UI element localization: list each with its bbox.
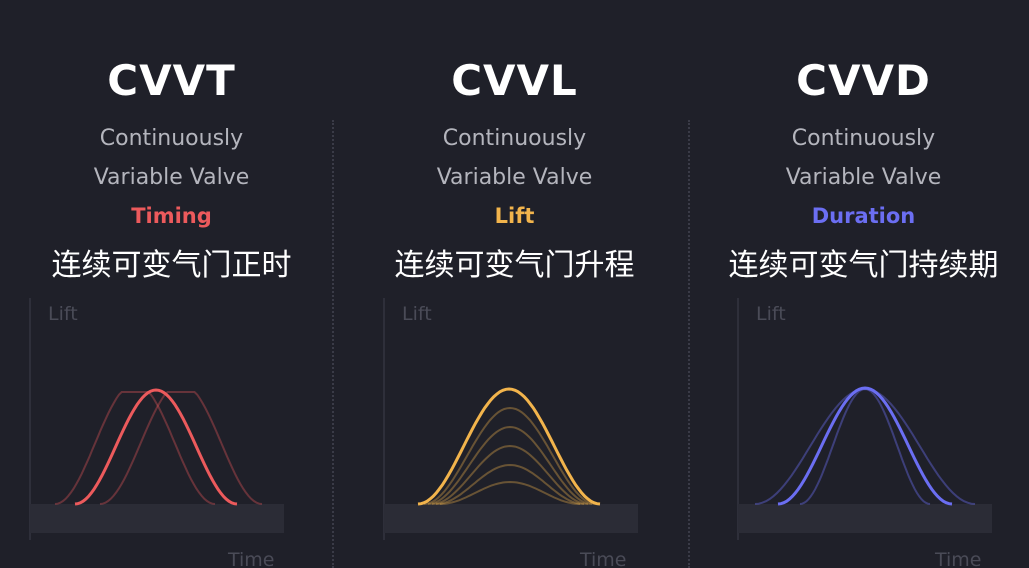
lift-curve xyxy=(435,463,585,505)
x-axis-label: Time xyxy=(934,549,982,568)
divider xyxy=(332,120,334,568)
subtitle-line1: Continuously xyxy=(442,126,587,151)
lift-curve xyxy=(439,480,581,505)
lift-curve xyxy=(99,391,263,505)
subtitle-line2: Variable Valve xyxy=(785,165,942,190)
subtitle-line2: Variable Valve xyxy=(436,165,593,190)
y-axis-label: Lift xyxy=(756,303,786,325)
divider xyxy=(688,120,690,568)
lift-curve xyxy=(431,444,589,505)
lift-curve xyxy=(54,391,216,505)
subtitle-line1: Continuously xyxy=(791,126,936,151)
keyword: Lift xyxy=(494,204,535,228)
panel-title: CVVD xyxy=(796,56,931,105)
lift-curve xyxy=(423,406,597,505)
duration-diagram: Lift Time xyxy=(737,298,992,568)
panel-title: CVVT xyxy=(107,56,236,105)
baseline-band xyxy=(30,504,284,533)
panel-title: CVVL xyxy=(451,56,578,105)
lift-curve xyxy=(427,425,593,505)
lift-curve xyxy=(417,387,601,506)
panel-cvvt: CVVT Continuously Variable Valve Timing … xyxy=(0,0,343,568)
baseline-band xyxy=(384,504,638,533)
subtitle-line2: Variable Valve xyxy=(93,165,250,190)
chinese-label: 连续可变气门持续期 xyxy=(728,248,999,283)
chinese-label: 连续可变气门正时 xyxy=(51,248,292,283)
baseline-band xyxy=(738,504,992,533)
keyword: Duration xyxy=(811,204,916,228)
keyword: Timing xyxy=(131,204,212,228)
lift-curve xyxy=(777,386,953,506)
panel-cvvl: CVVL Continuously Variable Valve Lift 连续… xyxy=(343,0,686,568)
timing-diagram: Lift Time xyxy=(29,298,284,568)
x-axis-label: Time xyxy=(227,549,275,568)
y-axis-label: Lift xyxy=(48,303,78,325)
subtitle-line1: Continuously xyxy=(99,126,244,151)
lift-diagram: Lift Time xyxy=(383,298,638,568)
panel-cvvd: CVVD Continuously Variable Valve Duratio… xyxy=(692,0,1029,568)
x-axis-label: Time xyxy=(579,549,627,568)
lift-curve xyxy=(74,388,238,506)
lift-curve xyxy=(799,387,931,505)
chinese-label: 连续可变气门升程 xyxy=(394,248,635,283)
lift-curve xyxy=(754,387,976,505)
y-axis-label: Lift xyxy=(402,303,432,325)
